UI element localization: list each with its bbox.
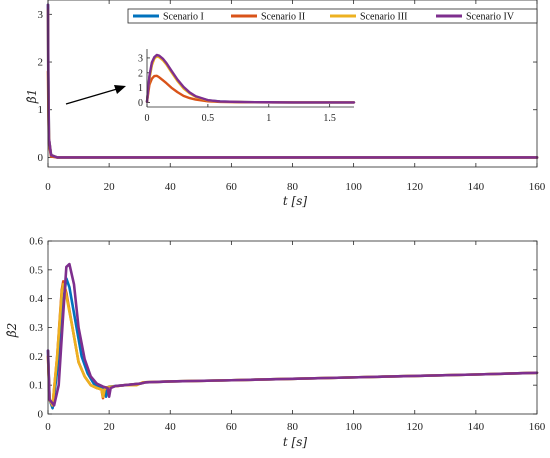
- x-tick-label: 80: [287, 181, 299, 193]
- inset-arrow: [65, 85, 126, 105]
- x-tick-label: 140: [468, 181, 485, 193]
- inset-ticks: 0 0.5 1 1.5 0 1 2 3: [138, 53, 336, 124]
- y-tick-label: 3: [38, 9, 44, 21]
- y-tick-label: 0: [138, 98, 143, 109]
- x-tick-label: 60: [226, 421, 238, 433]
- legend-label-scenario-iv: Scenario IV: [466, 12, 515, 23]
- bottom-panel: 0 20 40 60 80 100 120 140 160 0 0.1 0.2 0.3 0.4 0.5 0.6…: [5, 236, 546, 450]
- bottom-ylabel: β̂2: [5, 323, 19, 339]
- y-tick-label: 0.5: [29, 264, 43, 276]
- series-line-scenario-iv: [145, 53, 356, 104]
- x-tick-label: 0: [145, 113, 150, 124]
- x-tick-label: 20: [104, 421, 116, 433]
- y-tick-label: 0.4: [29, 293, 43, 305]
- arrow-shaft: [65, 88, 118, 105]
- top-ylabel: β̂1: [25, 89, 39, 105]
- inset-series-lines: [145, 53, 356, 104]
- y-tick-label: 0: [38, 409, 44, 421]
- y-tick-label: 0.2: [29, 351, 43, 363]
- legend-label-scenario-ii: Scenario II: [261, 12, 305, 23]
- top-xlabel: t [s]: [283, 194, 307, 208]
- x-tick-label: 100: [345, 421, 362, 433]
- x-tick-label: 120: [407, 421, 424, 433]
- series-line-scenario-iv: [46, 262, 539, 407]
- bottom-xlabel: t [s]: [283, 435, 307, 449]
- legend-label-scenario-i: Scenario I: [163, 12, 204, 23]
- y-tick-label: 1: [38, 104, 44, 116]
- x-tick-label: 40: [165, 421, 177, 433]
- x-tick-label: 160: [529, 421, 546, 433]
- y-tick-label: 2: [138, 68, 143, 79]
- y-tick-label: 0.6: [29, 236, 43, 248]
- x-tick-label: 1.5: [323, 113, 336, 124]
- y-tick-label: 0: [38, 152, 44, 164]
- x-tick-label: 120: [407, 181, 424, 193]
- y-tick-label: 3: [138, 53, 143, 64]
- legend: Scenario I Scenario II Scenario III Scenari…: [127, 8, 538, 24]
- x-tick-label: 40: [165, 181, 177, 193]
- bottom-series-lines: [46, 262, 539, 410]
- x-tick-label: 0.5: [202, 113, 215, 124]
- bottom-axes-box: [47, 240, 538, 415]
- y-tick-label: 0.3: [29, 322, 43, 334]
- y-tick-label: 2: [38, 57, 44, 69]
- x-tick-label: 60: [226, 181, 238, 193]
- y-tick-label: 1: [138, 83, 143, 94]
- legend-label-scenario-iii: Scenario III: [360, 12, 407, 23]
- x-tick-label: 0: [45, 421, 51, 433]
- y-tick-label: 0.1: [29, 380, 43, 392]
- top-axes-box: [47, 0, 538, 168]
- inset-plot: 0 0.5 1 1.5 0 1 2 3: [138, 49, 356, 124]
- x-tick-label: 80: [287, 421, 299, 433]
- x-tick-label: 20: [104, 181, 116, 193]
- x-tick-label: 1: [266, 113, 271, 124]
- series-line-scenario-iii: [46, 282, 539, 407]
- x-tick-label: 100: [345, 181, 362, 193]
- series-line-scenario-i: [46, 277, 539, 410]
- bottom-ticks: 0 20 40 60 80 100 120 140 160 0 0.1 0.2 0.3 0.4 0.5 0.6: [29, 236, 546, 434]
- x-tick-label: 140: [468, 421, 485, 433]
- x-tick-label: 0: [45, 181, 51, 193]
- arrow-head: [114, 85, 126, 94]
- x-tick-label: 160: [529, 181, 546, 193]
